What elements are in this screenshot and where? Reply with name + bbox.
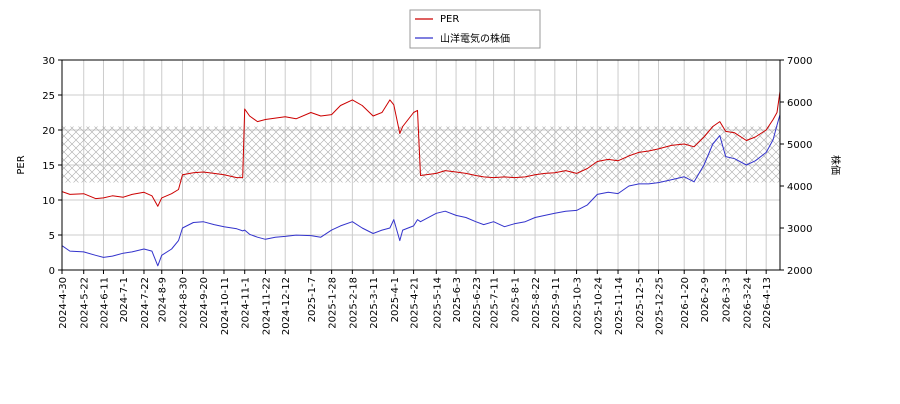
right-axis-ticks: 2000 3000 4000 5000 6000 7000: [780, 56, 812, 277]
x-tick-label: 2025-8-1: [510, 277, 521, 322]
x-tick-label: 2025-9-11: [551, 277, 562, 329]
x-tick-label: 2025-2-18: [348, 277, 359, 329]
x-tick-label: 2025-10-24: [593, 277, 604, 335]
x-tick-label: 2024-12-12: [281, 277, 292, 335]
x-tick-label: 2024-8-30: [178, 277, 189, 329]
x-tick-label: 2024-11-22: [261, 277, 272, 335]
x-tick-label: 2024-5-22: [80, 277, 91, 329]
y2-tick-label: 5000: [787, 140, 812, 151]
y2-tick-label: 7000: [787, 56, 812, 67]
series-line-per: [62, 91, 780, 207]
y-tick-label: 30: [42, 56, 55, 67]
x-tick-label: 2025-12-5: [635, 277, 646, 329]
legend: PER 山洋電気の株価: [409, 9, 541, 49]
y2-tick-label: 6000: [787, 98, 812, 109]
series-line-price: [62, 114, 780, 267]
x-tick-label: 2024-7-22: [140, 277, 151, 329]
x-tick-label: 2025-12-25: [655, 277, 666, 335]
x-tick-label: 2025-1-28: [328, 277, 339, 329]
x-tick-label: 2024-9-20: [199, 277, 210, 329]
x-tick-label: 2025-4-1: [390, 277, 401, 322]
x-tick-label: 2025-6-3: [452, 277, 463, 322]
y-tick-label: 10: [42, 196, 55, 207]
reference-band: [62, 126, 780, 183]
x-tick-label: 2024-6-11: [99, 277, 110, 329]
x-axis-ticks: 2024-4-30 2024-5-22 2024-6-11 2024-7-1 2024-…: [58, 270, 773, 335]
x-tick-label: 2024-8-9: [158, 277, 169, 322]
y-tick-label: 0: [49, 266, 55, 277]
x-tick-label: 2025-3-11: [369, 277, 380, 329]
x-tick-label: 2025-6-23: [472, 277, 483, 329]
x-tick-label: 2025-8-22: [531, 277, 542, 329]
x-tick-label: 2024-7-1: [119, 277, 130, 322]
x-tick-label: 2025-7-11: [490, 277, 501, 329]
y2-tick-label: 2000: [787, 266, 812, 277]
x-tick-label: 2025-11-14: [614, 277, 625, 335]
y-tick-label: 20: [42, 126, 55, 137]
y-axis-label: PER: [16, 155, 27, 174]
legend-label-price: 山洋電気の株価: [440, 32, 510, 45]
y2-axis-label: 株価: [829, 155, 842, 175]
x-tick-label: 2026-3-3: [722, 277, 733, 322]
y2-tick-label: 4000: [787, 182, 812, 193]
x-tick-label: 2024-10-11: [220, 277, 231, 335]
y-tick-label: 15: [42, 161, 55, 172]
x-tick-label: 2024-11-1: [241, 277, 252, 329]
x-tick-label: 2024-4-30: [58, 277, 69, 329]
x-tick-label: 2026-3-24: [742, 277, 753, 329]
left-axis-ticks: 0 5 10 15 20 25 30: [42, 56, 62, 277]
y-tick-label: 25: [42, 91, 55, 102]
x-tick-label: 2025-10-3: [573, 277, 584, 329]
legend-label-per: PER: [440, 14, 459, 25]
y-tick-label: 5: [49, 231, 55, 242]
x-tick-label: 2025-4-21: [410, 277, 421, 329]
y2-tick-label: 3000: [787, 224, 812, 235]
x-tick-label: 2026-1-20: [680, 277, 691, 329]
x-tick-label: 2025-5-14: [432, 277, 443, 329]
x-tick-label: 2025-1-7: [307, 277, 318, 322]
x-tick-label: 2026-4-13: [762, 277, 773, 329]
series-layer: [62, 91, 780, 267]
x-tick-label: 2026-2-9: [700, 277, 711, 322]
